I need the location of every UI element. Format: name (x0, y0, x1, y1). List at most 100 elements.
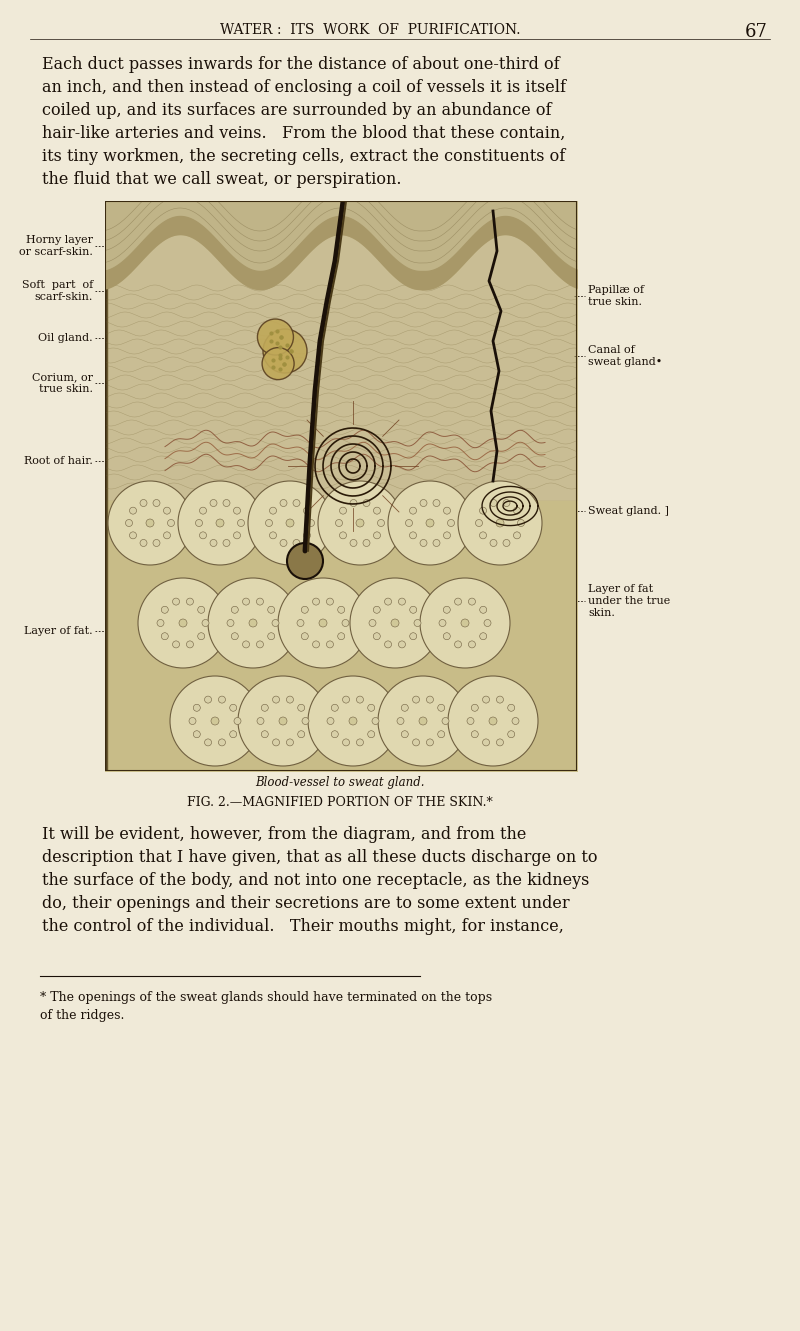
Circle shape (496, 519, 504, 527)
Circle shape (350, 499, 357, 507)
Text: the surface of the body, and not into one receptacle, as the kidneys: the surface of the body, and not into on… (42, 872, 590, 889)
Circle shape (479, 532, 486, 539)
Circle shape (433, 539, 440, 547)
Text: Papillæ of
true skin.: Papillæ of true skin. (588, 285, 644, 307)
Circle shape (303, 507, 310, 514)
Circle shape (410, 532, 417, 539)
Circle shape (302, 717, 309, 724)
Circle shape (230, 704, 237, 711)
Text: the fluid that we call sweat, or perspiration.: the fluid that we call sweat, or perspir… (42, 170, 402, 188)
Circle shape (199, 507, 206, 514)
Circle shape (223, 539, 230, 547)
Circle shape (286, 696, 294, 703)
Circle shape (242, 598, 250, 606)
Circle shape (130, 507, 137, 514)
Circle shape (326, 642, 334, 648)
Circle shape (268, 607, 274, 614)
Circle shape (420, 539, 427, 547)
Circle shape (350, 578, 440, 668)
Circle shape (297, 619, 304, 627)
Circle shape (287, 543, 323, 579)
Circle shape (163, 507, 170, 514)
Circle shape (218, 739, 226, 745)
Circle shape (369, 619, 376, 627)
Circle shape (372, 717, 379, 724)
Circle shape (414, 619, 421, 627)
Circle shape (140, 539, 147, 547)
Circle shape (298, 704, 305, 711)
Circle shape (438, 704, 445, 711)
Text: Soft  part  of
scarf-skin.: Soft part of scarf-skin. (22, 281, 93, 302)
Circle shape (173, 642, 179, 648)
Circle shape (363, 499, 370, 507)
Circle shape (108, 480, 192, 564)
Circle shape (461, 619, 469, 627)
Circle shape (475, 519, 482, 527)
Circle shape (426, 696, 434, 703)
Circle shape (257, 717, 264, 724)
Circle shape (471, 704, 478, 711)
Circle shape (385, 598, 391, 606)
Circle shape (357, 739, 363, 745)
Circle shape (349, 717, 357, 725)
Circle shape (357, 696, 363, 703)
Circle shape (272, 619, 279, 627)
Circle shape (419, 717, 427, 725)
Circle shape (257, 642, 263, 648)
Circle shape (398, 642, 406, 648)
Text: Blood-vessel to sweat gland.: Blood-vessel to sweat gland. (255, 776, 425, 789)
Circle shape (350, 539, 357, 547)
Circle shape (514, 532, 521, 539)
Circle shape (413, 739, 419, 745)
Circle shape (406, 519, 413, 527)
Text: WATER :  ITS  WORK  OF  PURIFICATION.: WATER : ITS WORK OF PURIFICATION. (220, 23, 520, 37)
Text: FIG. 2.—MAGNIFIED PORTION OF THE SKIN.*: FIG. 2.—MAGNIFIED PORTION OF THE SKIN.* (187, 796, 493, 809)
Circle shape (363, 539, 370, 547)
Circle shape (210, 499, 217, 507)
Circle shape (490, 499, 497, 507)
Circle shape (331, 704, 338, 711)
Circle shape (202, 619, 209, 627)
Circle shape (140, 499, 147, 507)
Circle shape (378, 519, 385, 527)
Circle shape (263, 329, 307, 373)
Text: its tiny workmen, the secreting cells, extract the constituents of: its tiny workmen, the secreting cells, e… (42, 148, 566, 165)
Circle shape (458, 480, 542, 564)
Circle shape (162, 607, 168, 614)
Circle shape (469, 598, 475, 606)
Circle shape (179, 619, 187, 627)
Circle shape (302, 607, 308, 614)
Circle shape (293, 539, 300, 547)
Circle shape (503, 539, 510, 547)
Circle shape (497, 739, 503, 745)
Circle shape (447, 519, 454, 527)
Circle shape (374, 507, 381, 514)
Circle shape (335, 519, 342, 527)
Circle shape (471, 731, 478, 737)
Circle shape (388, 480, 472, 564)
Circle shape (479, 507, 486, 514)
Circle shape (420, 499, 427, 507)
Circle shape (211, 717, 219, 725)
Circle shape (308, 676, 398, 767)
Circle shape (210, 539, 217, 547)
Circle shape (194, 731, 200, 737)
Circle shape (467, 717, 474, 724)
Text: hair-like arteries and veins.   From the blood that these contain,: hair-like arteries and veins. From the b… (42, 125, 566, 142)
Text: of the ridges.: of the ridges. (40, 1009, 124, 1022)
Circle shape (339, 532, 346, 539)
Circle shape (230, 731, 237, 737)
Circle shape (484, 619, 491, 627)
Text: Oil gland.: Oil gland. (38, 333, 93, 343)
Circle shape (186, 598, 194, 606)
Circle shape (270, 532, 277, 539)
Circle shape (326, 598, 334, 606)
Circle shape (327, 717, 334, 724)
Circle shape (356, 519, 364, 527)
Circle shape (443, 607, 450, 614)
Circle shape (262, 347, 294, 379)
Circle shape (298, 731, 305, 737)
Circle shape (518, 519, 525, 527)
Circle shape (480, 632, 486, 640)
Circle shape (248, 480, 332, 564)
